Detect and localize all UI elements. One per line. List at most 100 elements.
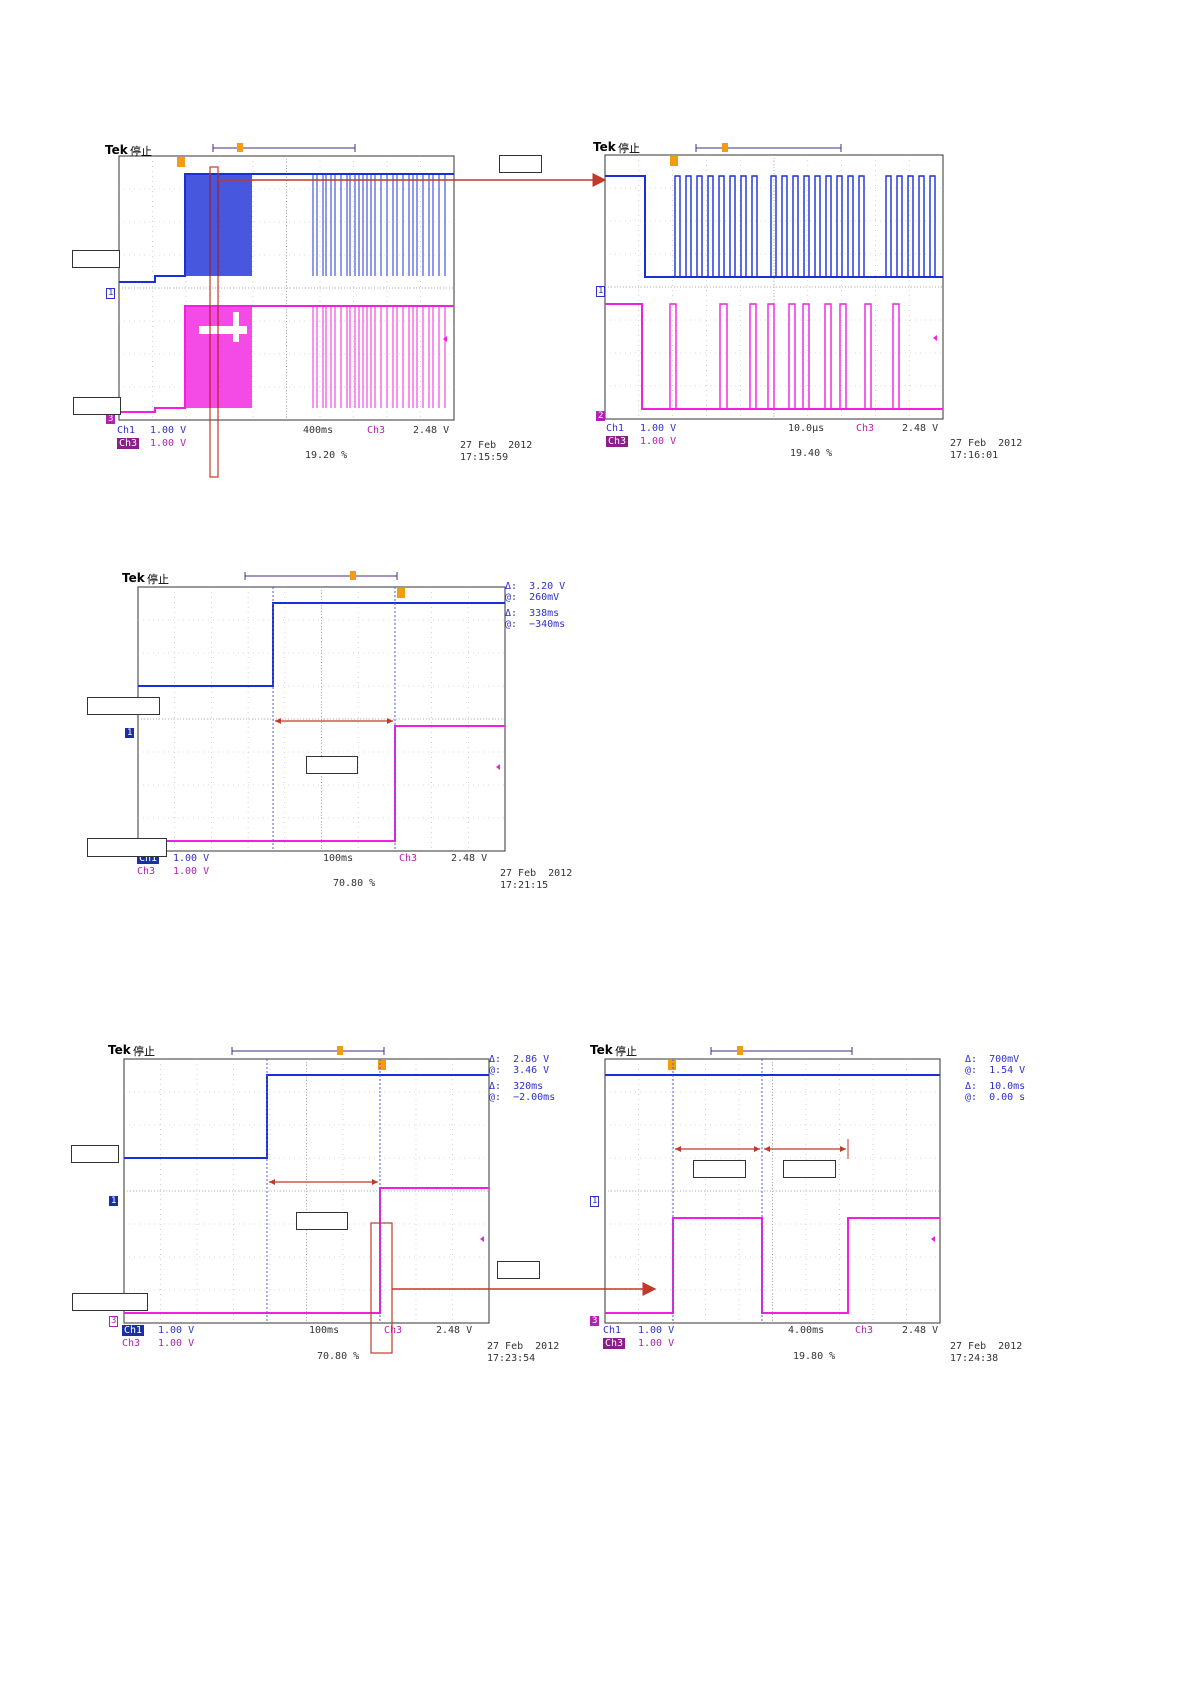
scope-3-time: 17:21:15 [500,880,549,891]
scope-3-position: 70.80 % [333,878,376,889]
scope-3-timebase: 100ms [323,853,354,864]
cursor-row: @: 3.46 V [489,1065,550,1076]
scope-5-ch-marker-1: 1 [590,1196,600,1207]
scope-1-status: 停止 [130,145,152,158]
trigger-position-marker [737,1046,743,1055]
scope-2-position: 19.40 % [790,448,833,459]
scope-4-status: 停止 [133,1045,155,1058]
scope-5-ch3-volts: 1.00 V [638,1338,675,1349]
cursor-row: @: 1.54 V [965,1065,1026,1076]
scope-capture-5: Tek 停止 Ch1 1.00 V Ch3 1.00 V 4.00ms Ch3 … [590,1043,1060,1373]
ch3-level-indicator [480,1236,484,1242]
cursor-row: Δ: 2.86 V [489,1054,550,1065]
scope-5-status: 停止 [615,1045,637,1058]
ch3-gap [199,326,247,334]
ch3-level-indicator [496,764,500,770]
scope-2-ch3-volts: 1.00 V [640,436,677,447]
scope-1-timebase: 400ms [303,425,334,436]
scope-4-ch1-label: Ch1 [122,1325,145,1336]
scope-4-position: 70.80 % [317,1351,360,1362]
scope-4-date: 27 Feb 2012 [487,1341,560,1352]
scope-2-ch1-volts: 1.00 V [640,423,677,434]
ch3-level-indicator [933,335,937,341]
callout-box [87,838,167,857]
callout-box [87,697,160,715]
trigger-marker [378,1060,386,1070]
scope-5-ch1-volts: 1.00 V [638,1325,675,1336]
scope-5-date: 27 Feb 2012 [950,1341,1023,1352]
scope-5-time: 17:24:38 [950,1353,999,1364]
scope-2-ch-marker-1: 1 [596,286,606,297]
callout-box [499,155,542,173]
scope-2-trigger-source: Ch3 [856,423,875,434]
scope-3-trigger-source: Ch3 [399,853,418,864]
trigger-position-marker [237,143,243,152]
scope-1-ch1-volts: 1.00 V [150,425,187,436]
scope-4-ch3-volts: 1.00 V [158,1338,195,1349]
scope-3-cursor-readout: Δ: 3.20 V @: 260mV Δ: 338ms @: −340ms [505,581,565,630]
scope-5-ch1-label: Ch1 [603,1325,622,1336]
graticule-grid [605,155,943,419]
scope-1-brand: Tek [105,143,128,157]
callout-box [306,756,358,774]
scope-5-trigger-source: Ch3 [855,1325,874,1336]
trigger-position-marker [337,1046,343,1055]
ch3-level-indicator [931,1236,935,1242]
scope-2-status: 停止 [618,142,640,155]
scope-5-cursor-readout: Δ: 700mV @: 1.54 V Δ: 10.0ms @: 0.00 s [965,1054,1025,1103]
ch3-trace [605,1217,940,1314]
scope-4-time: 17:23:54 [487,1353,536,1364]
scope-1-ch-marker-3: 3 [106,414,116,424]
scope-3-ch3-volts: 1.00 V [173,866,210,877]
trigger-marker [397,588,405,598]
ch3-trace [605,303,943,410]
cursor-row: @: 260mV [505,592,560,603]
scope-4-ch3-label: Ch3 [122,1338,141,1349]
callout-box [693,1160,746,1178]
cursor-row: @: 0.00 s [965,1092,1026,1103]
callout-box [783,1160,836,1178]
ch3-pulse-train [669,303,900,409]
ch1-burst [186,174,446,276]
trigger-marker [668,1060,676,1070]
cursor-row: @: −2.00ms [489,1092,556,1103]
trigger-position-marker [722,143,728,152]
scope-4-ch1-volts: 1.00 V [158,1325,195,1336]
scope-1-ch1-label: Ch1 [117,425,136,436]
scope-3-brand: Tek [122,571,145,585]
scope-5-timebase: 4.00ms [788,1325,825,1336]
callout-box [497,1261,540,1279]
scope-2-ch-marker-2: 2 [596,411,606,421]
scope-4-trigger-level: 2.48 V [436,1325,473,1336]
cursor-row: Δ: 10.0ms [965,1081,1026,1092]
scope-4-brand: Tek [108,1043,131,1057]
scope-1-position: 19.20 % [305,450,348,461]
cursor-row: Δ: 700mV [965,1054,1020,1065]
ch1-pulse-train [674,175,936,277]
scope-3-date: 27 Feb 2012 [500,868,573,879]
scope-3-ch-marker-1: 1 [125,728,135,738]
trigger-position-marker [350,571,356,580]
scope-1-time: 17:15:59 [460,452,509,463]
cursor-row: @: −340ms [505,619,566,630]
ch1-trace [605,175,943,278]
ch1-trace [119,173,454,283]
scope-3-ch3-label: Ch3 [137,866,156,877]
scope-capture-2: Tek 停止 Ch1 1.00 V Ch3 1.00 V 10.0µs Ch3 … [590,140,1035,470]
scope-capture-1: Tek 停止 Ch1 1.00 V Ch3 1.00 V 400ms Ch3 2… [95,140,540,470]
scope-1-display [118,143,455,421]
scope-5-position: 19.80 % [793,1351,836,1362]
scope-2-date: 27 Feb 2012 [950,438,1023,449]
graticule-grid [605,1059,940,1323]
scope-3-ch1-volts: 1.00 V [173,853,210,864]
scope-3-display [137,571,506,852]
scope-4-display [123,1046,490,1324]
scope-1-date: 27 Feb 2012 [460,440,533,451]
cursor-row: Δ: 320ms [489,1081,544,1092]
scope-4-trigger-source: Ch3 [384,1325,403,1336]
scope-4-timebase: 100ms [309,1325,340,1336]
scope-1-trigger-source: Ch3 [367,425,386,436]
scope-capture-3: Tek 停止 Ch1 1.00 V Ch3 1.00 V 100ms Ch3 2… [105,568,605,898]
scope-3-trigger-level: 2.48 V [451,853,488,864]
scope-2-ch1-label: Ch1 [606,423,625,434]
